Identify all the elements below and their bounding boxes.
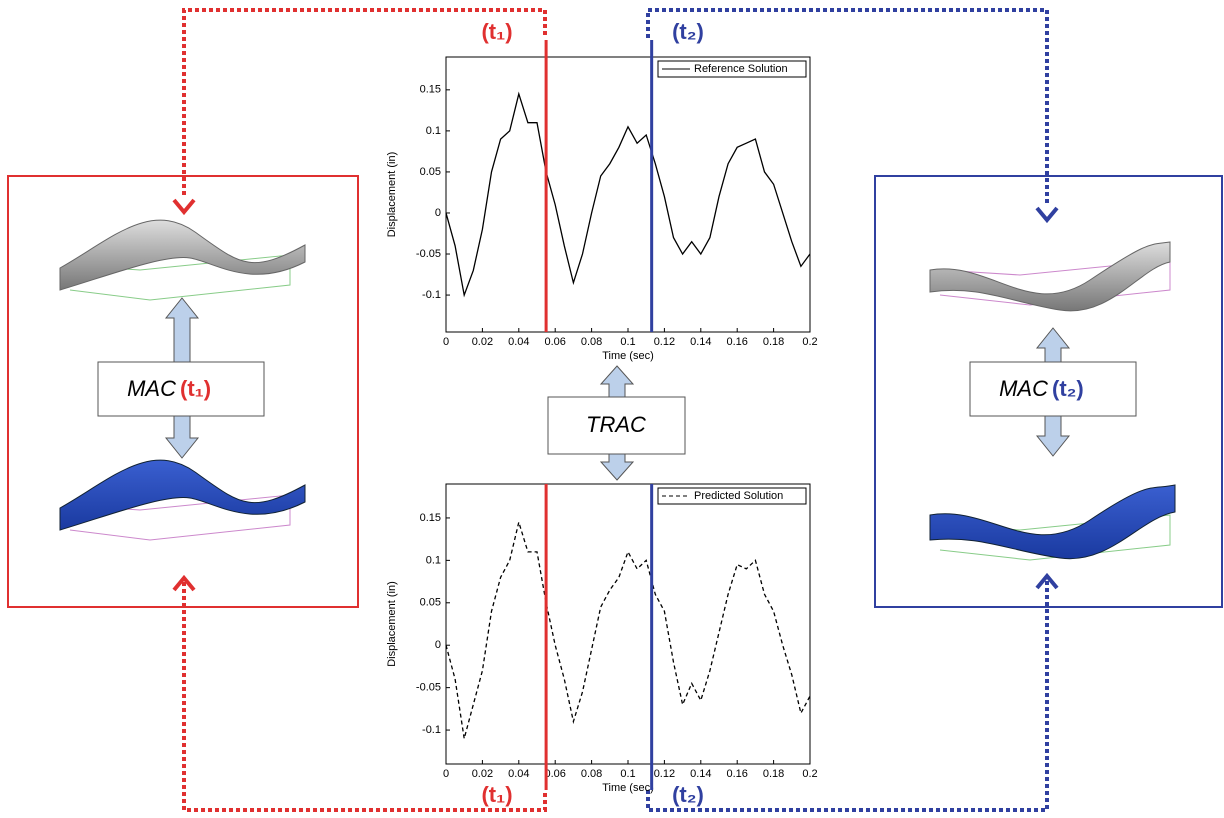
y-tick-label: 0 [435, 639, 441, 651]
y-tick-label: 0.1 [426, 554, 441, 566]
y-tick-label: 0 [435, 207, 441, 219]
y-axis-label: Displacement (in) [386, 581, 398, 667]
trac-label: TRAC [586, 412, 646, 437]
y-tick-label: -0.05 [416, 682, 441, 694]
x-tick-label: 0.14 [690, 336, 711, 348]
x-tick-label: 0.16 [726, 768, 747, 780]
time-label: (t₂) [672, 19, 704, 44]
x-tick-label: 0 [443, 336, 449, 348]
x-tick-label: 0.16 [726, 336, 747, 348]
mac-label: MAC [127, 376, 176, 401]
x-tick-label: 0.06 [544, 768, 565, 780]
x-tick-label: 0.18 [763, 768, 784, 780]
y-tick-label: -0.05 [416, 248, 441, 260]
y-tick-label: 0.15 [420, 512, 441, 524]
x-tick-label: 0.08 [581, 336, 602, 348]
x-tick-label: 0 [443, 768, 449, 780]
mac-label: MAC [999, 376, 1048, 401]
x-tick-label: 0.06 [544, 336, 565, 348]
x-tick-label: 0.14 [690, 768, 711, 780]
mac-time: (t₂) [1052, 376, 1084, 401]
y-tick-label: 0.05 [420, 166, 441, 178]
time-label: (t₁) [481, 19, 512, 44]
x-tick-label: 0.2 [802, 336, 817, 348]
diagram: MAC (t₁) MAC (t₂) TRAC (t₁) (t₂) (t₁) (t… [0, 0, 1224, 818]
legend-label: Reference Solution [694, 63, 788, 75]
x-tick-label: 0.04 [508, 768, 529, 780]
x-axis-label: Time (sec) [602, 350, 654, 362]
x-tick-label: 0.12 [654, 768, 675, 780]
x-tick-label: 0.1 [620, 768, 635, 780]
x-tick-label: 0.1 [620, 336, 635, 348]
x-tick-label: 0.18 [763, 336, 784, 348]
time-label: (t₁) [481, 782, 512, 807]
mac-time: (t₁) [180, 376, 211, 401]
plot-area [446, 484, 810, 764]
x-tick-label: 0.02 [472, 768, 493, 780]
legend-label: Predicted Solution [694, 490, 783, 502]
x-axis-label: Time (sec) [602, 782, 654, 794]
plot-area [446, 57, 810, 332]
y-axis-label: Displacement (in) [386, 152, 398, 238]
y-tick-label: 0.1 [426, 125, 441, 137]
y-tick-label: -0.1 [422, 289, 441, 301]
x-tick-label: 0.08 [581, 768, 602, 780]
y-tick-label: 0.15 [420, 84, 441, 96]
x-tick-label: 0.12 [654, 336, 675, 348]
x-tick-label: 0.02 [472, 336, 493, 348]
y-tick-label: -0.1 [422, 724, 441, 736]
y-tick-label: 0.05 [420, 597, 441, 609]
time-label: (t₂) [672, 782, 704, 807]
x-tick-label: 0.04 [508, 336, 529, 348]
x-tick-label: 0.2 [802, 768, 817, 780]
